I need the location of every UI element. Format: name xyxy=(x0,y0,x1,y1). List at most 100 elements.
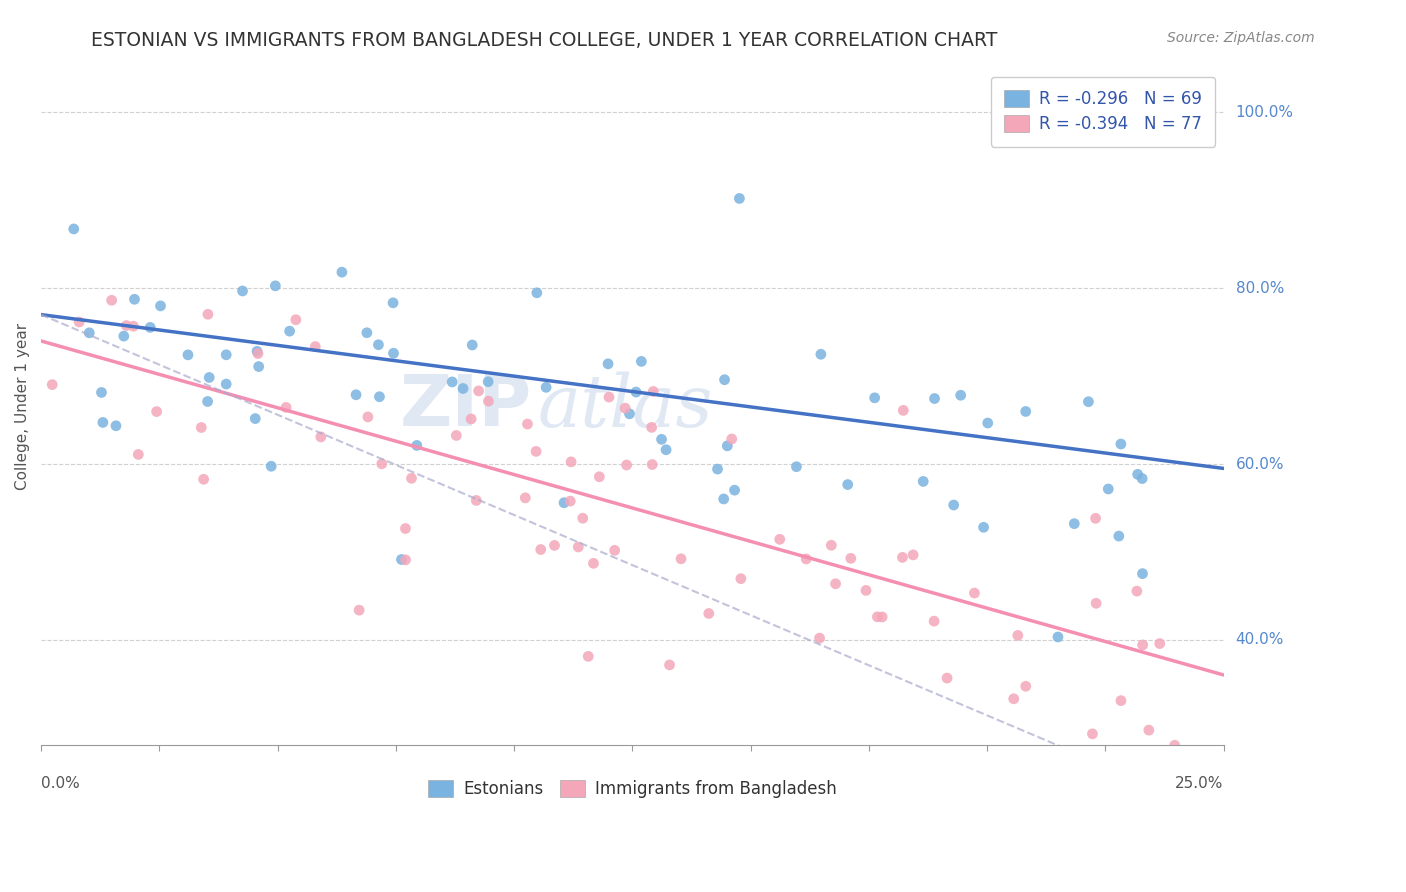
Text: 0.0%: 0.0% xyxy=(41,776,80,791)
Point xyxy=(177,348,200,362)
Point xyxy=(1109,693,1132,707)
Point xyxy=(720,432,742,446)
Point xyxy=(356,326,378,340)
Point xyxy=(571,511,593,525)
Point xyxy=(441,375,464,389)
Point xyxy=(582,557,605,571)
Point xyxy=(643,384,665,399)
Point xyxy=(655,442,678,457)
Point xyxy=(104,418,127,433)
Text: 60.0%: 60.0% xyxy=(1236,457,1284,472)
Point xyxy=(963,586,986,600)
Point xyxy=(347,603,370,617)
Point xyxy=(1109,437,1132,451)
Point xyxy=(247,359,270,374)
Point xyxy=(1046,630,1069,644)
Point xyxy=(90,385,112,400)
Point xyxy=(977,416,1000,430)
Point xyxy=(1149,636,1171,650)
Point xyxy=(651,433,673,447)
Point xyxy=(785,459,807,474)
Point xyxy=(973,520,995,534)
Point xyxy=(640,420,662,434)
Point xyxy=(344,388,367,402)
Point xyxy=(91,416,114,430)
Point xyxy=(912,475,935,489)
Point xyxy=(515,491,537,505)
Point xyxy=(79,326,101,340)
Point xyxy=(193,472,215,486)
Text: ZIP: ZIP xyxy=(399,372,531,442)
Point xyxy=(67,315,90,329)
Point xyxy=(839,551,862,566)
Point xyxy=(112,329,135,343)
Point xyxy=(769,533,792,547)
Point xyxy=(127,447,149,461)
Point xyxy=(596,357,619,371)
Point xyxy=(598,390,620,404)
Point xyxy=(394,553,416,567)
Point xyxy=(524,444,547,458)
Point xyxy=(232,284,254,298)
Point xyxy=(697,607,720,621)
Point xyxy=(394,522,416,536)
Text: ESTONIAN VS IMMIGRANTS FROM BANGLADESH COLLEGE, UNDER 1 YEAR CORRELATION CHART: ESTONIAN VS IMMIGRANTS FROM BANGLADESH C… xyxy=(91,31,998,50)
Point xyxy=(367,337,389,351)
Point xyxy=(870,610,893,624)
Text: 25.0%: 25.0% xyxy=(1175,776,1223,791)
Point xyxy=(526,285,548,300)
Point xyxy=(145,404,167,418)
Point xyxy=(530,542,553,557)
Point xyxy=(713,373,735,387)
Point xyxy=(198,370,221,384)
Point xyxy=(461,338,484,352)
Point xyxy=(1126,584,1149,599)
Point xyxy=(949,388,972,402)
Point xyxy=(62,222,84,236)
Point xyxy=(728,191,751,205)
Point xyxy=(891,550,914,565)
Point xyxy=(588,470,610,484)
Point xyxy=(368,390,391,404)
Point xyxy=(465,493,488,508)
Point xyxy=(139,320,162,334)
Point xyxy=(576,649,599,664)
Point xyxy=(1130,472,1153,486)
Point xyxy=(446,428,468,442)
Point xyxy=(1015,679,1038,693)
Point xyxy=(543,538,565,552)
Point xyxy=(477,394,499,409)
Point xyxy=(553,496,575,510)
Point xyxy=(405,438,427,452)
Point xyxy=(382,295,405,310)
Point xyxy=(1126,467,1149,482)
Point xyxy=(124,293,146,307)
Point xyxy=(122,319,145,334)
Point xyxy=(1002,691,1025,706)
Point xyxy=(794,552,817,566)
Point xyxy=(560,494,582,508)
Point xyxy=(149,299,172,313)
Point xyxy=(891,403,914,417)
Point xyxy=(516,417,538,431)
Point xyxy=(391,552,413,566)
Point xyxy=(115,318,138,333)
Point xyxy=(1137,723,1160,738)
Point xyxy=(658,657,681,672)
Text: Source: ZipAtlas.com: Source: ZipAtlas.com xyxy=(1167,31,1315,45)
Point xyxy=(1077,394,1099,409)
Point xyxy=(820,538,842,552)
Point xyxy=(1081,727,1104,741)
Point xyxy=(460,412,482,426)
Point xyxy=(1063,516,1085,531)
Point xyxy=(330,265,353,279)
Point xyxy=(619,407,641,421)
Point xyxy=(616,458,638,472)
Point xyxy=(1084,511,1107,525)
Point xyxy=(1132,566,1154,581)
Point xyxy=(723,483,745,498)
Point xyxy=(215,377,238,392)
Point xyxy=(624,385,647,400)
Point xyxy=(837,477,859,491)
Point xyxy=(1015,404,1038,418)
